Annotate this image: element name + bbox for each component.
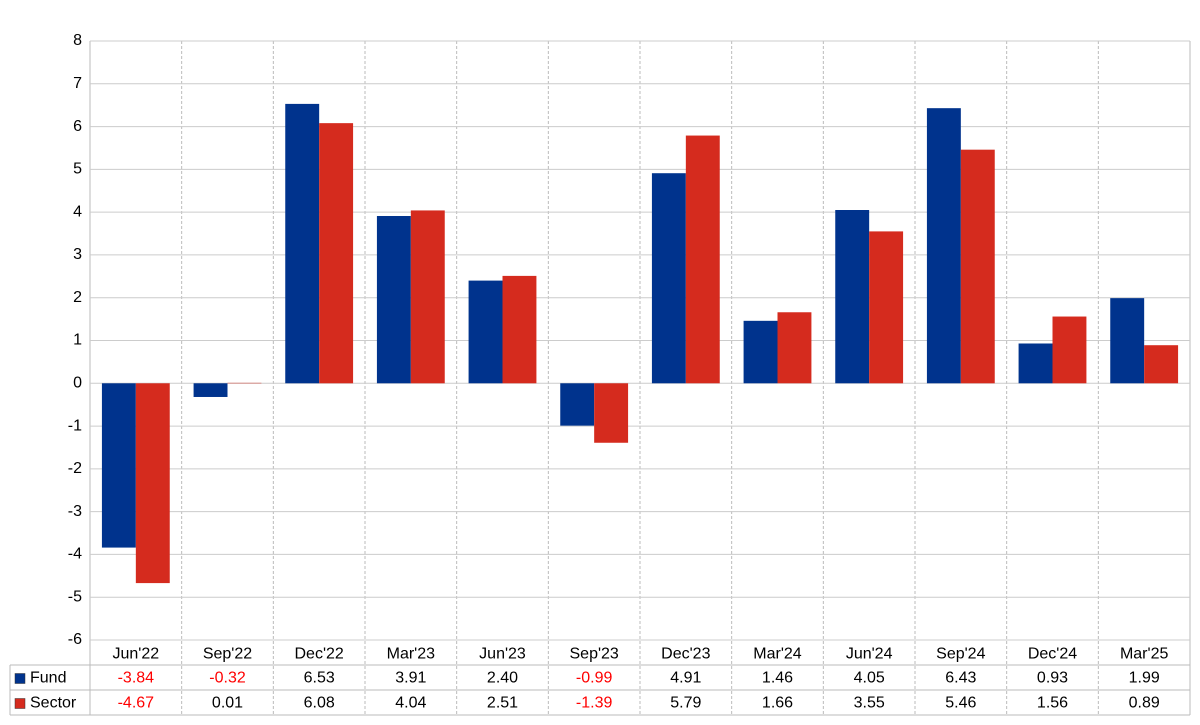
- x-tick-label: Dec'23: [661, 646, 710, 663]
- y-tick-label: 8: [73, 32, 82, 49]
- table-value: -3.84: [118, 670, 155, 687]
- bar: [136, 383, 170, 583]
- y-tick-label: -4: [68, 546, 82, 563]
- table-value: 0.93: [1037, 670, 1068, 687]
- bar: [1110, 298, 1144, 383]
- y-tick-label: 4: [73, 203, 82, 220]
- table-value: 6.43: [945, 670, 976, 687]
- x-tick-label: Jun'22: [113, 646, 160, 663]
- x-tick-label: Sep'22: [203, 646, 252, 663]
- y-tick-label: -6: [68, 631, 82, 648]
- x-tick-label: Dec'24: [1028, 646, 1077, 663]
- table-value: -1.39: [576, 695, 613, 712]
- y-tick-label: 5: [73, 161, 82, 178]
- table-value: 5.79: [670, 695, 701, 712]
- bar: [778, 312, 812, 383]
- table-value: 3.91: [395, 670, 426, 687]
- bar: [1144, 345, 1178, 383]
- legend-swatch: [15, 674, 25, 684]
- table-value: 4.04: [395, 695, 426, 712]
- x-tick-label: Mar'23: [387, 646, 436, 663]
- table-value: -4.67: [118, 695, 155, 712]
- bar: [503, 276, 537, 383]
- x-tick-label: Sep'23: [570, 646, 619, 663]
- x-tick-label: Mar'25: [1120, 646, 1169, 663]
- y-tick-label: 0: [73, 375, 82, 392]
- table-value: 2.51: [487, 695, 518, 712]
- table-value: 4.05: [854, 670, 885, 687]
- table-value: 6.53: [304, 670, 335, 687]
- legend-swatch: [15, 699, 25, 709]
- table-value: 5.46: [945, 695, 976, 712]
- table-value: 0.01: [212, 695, 243, 712]
- table-value: 1.46: [762, 670, 793, 687]
- bar: [319, 123, 353, 383]
- y-tick-label: -2: [68, 460, 82, 477]
- bar: [686, 136, 720, 384]
- bar: [411, 210, 445, 383]
- y-tick-label: 1: [73, 332, 82, 349]
- bar: [835, 210, 869, 383]
- x-tick-label: Jun'23: [479, 646, 526, 663]
- table-value: -0.32: [209, 670, 246, 687]
- table-value: 0.89: [1129, 695, 1160, 712]
- x-tick-label: Sep'24: [936, 646, 985, 663]
- bar: [102, 383, 136, 547]
- bar: [652, 173, 686, 383]
- x-tick-label: Jun'24: [846, 646, 893, 663]
- bar: [869, 231, 903, 383]
- bar: [594, 383, 628, 442]
- bar: [377, 216, 411, 383]
- y-tick-label: -1: [68, 417, 82, 434]
- table-value: 3.55: [854, 695, 885, 712]
- y-tick-label: 2: [73, 289, 82, 306]
- bar: [285, 104, 319, 383]
- y-tick-label: -3: [68, 503, 82, 520]
- bar: [961, 150, 995, 384]
- table-value: 1.66: [762, 695, 793, 712]
- table-value: 6.08: [304, 695, 335, 712]
- table-value: 1.99: [1129, 670, 1160, 687]
- y-tick-label: 3: [73, 246, 82, 263]
- y-tick-label: 6: [73, 118, 82, 135]
- table-value: 1.56: [1037, 695, 1068, 712]
- x-tick-label: Mar'24: [753, 646, 802, 663]
- y-tick-label: 7: [73, 75, 82, 92]
- table-value: 2.40: [487, 670, 518, 687]
- legend-label: Fund: [30, 670, 66, 687]
- bar: [744, 321, 778, 383]
- table-value: -0.99: [576, 670, 613, 687]
- table-value: 4.91: [670, 670, 701, 687]
- bar: [469, 281, 503, 384]
- bar: [927, 108, 961, 383]
- bar: [1053, 317, 1087, 384]
- y-tick-label: -5: [68, 588, 82, 605]
- bar: [1019, 343, 1053, 383]
- bar: [560, 383, 594, 425]
- x-tick-label: Dec'22: [295, 646, 344, 663]
- bar: [194, 383, 228, 397]
- legend-label: Sector: [30, 695, 77, 712]
